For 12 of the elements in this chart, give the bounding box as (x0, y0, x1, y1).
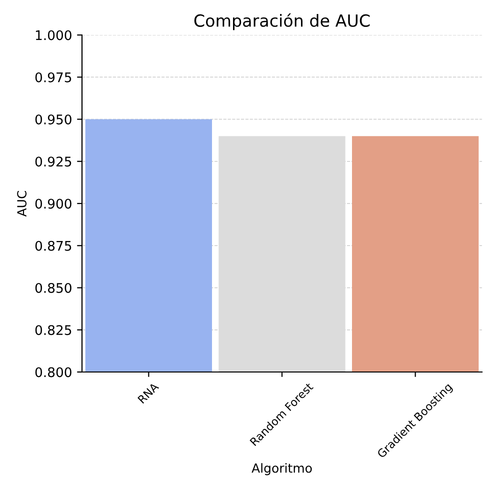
y-axis-title: AUC (17, 190, 27, 217)
chart-title: Comparación de AUC (194, 13, 370, 30)
y-tick-label: 1.000 (36, 30, 72, 40)
y-tick-label: 0.850 (35, 282, 72, 293)
y-tick-label: 0.825 (35, 325, 72, 336)
y-tick-label: 0.800 (35, 367, 72, 378)
y-tick-label: 0.900 (35, 198, 72, 209)
x-axis-title: Algoritmo (252, 463, 312, 476)
y-tick-label: 0.925 (35, 156, 72, 167)
y-tick-label: 0.950 (35, 114, 72, 124)
y-tick-label: 0.975 (35, 72, 72, 82)
y-tick-label: 0.875 (35, 240, 72, 251)
